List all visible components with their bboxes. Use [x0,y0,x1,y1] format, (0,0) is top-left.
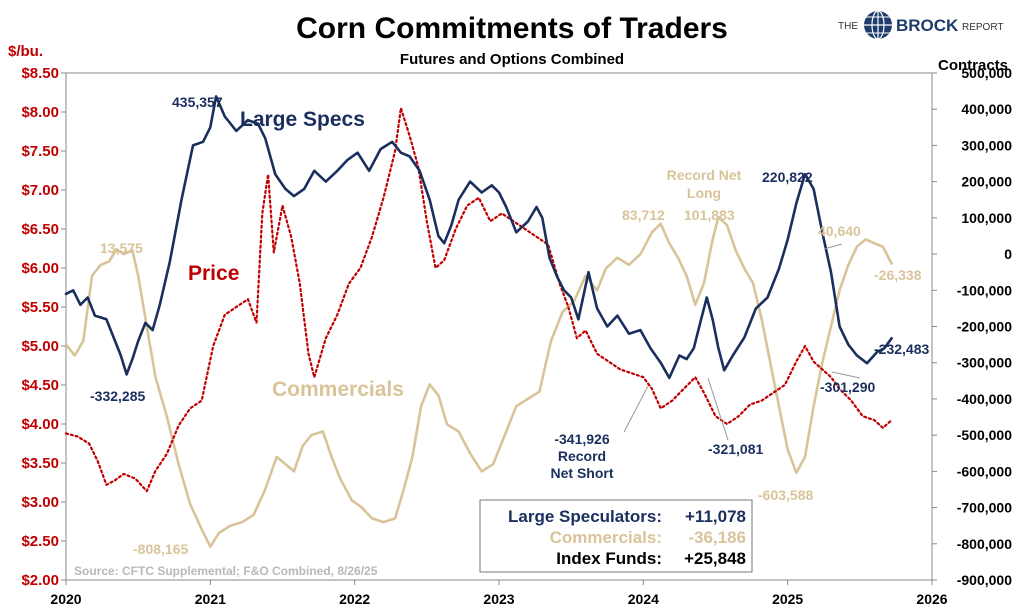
right-tick-label: 100,000 [961,210,1012,226]
right-tick-label: -500,000 [957,427,1012,443]
right-tick-label: -800,000 [957,536,1012,552]
source-note: Source: CFTC Supplemental; F&O Combined,… [74,564,378,578]
series-line-commercials [64,215,893,548]
right-tick-label: 400,000 [961,101,1012,117]
callout-line-321081 [707,377,729,441]
x-tick-label: 2020 [50,591,81,607]
series-layer [64,95,893,548]
right-tick-label: -200,000 [957,319,1012,335]
right-tick-label: 300,000 [961,137,1012,153]
left-axis-unit: $/bu. [8,43,43,60]
right-tick-label: -100,000 [957,282,1012,298]
left-tick-label: $6.00 [21,260,59,277]
brand-the: THE [838,21,858,32]
annotations: 435,357 -332,285 13,575 -808,165 -341,92… [90,94,929,557]
annotation-808165: -808,165 [133,541,188,557]
annotation-603588: -603,588 [758,487,813,503]
summary-value-index-funds: +25,848 [684,549,746,568]
annotation-record-short-2: Net Short [551,465,614,481]
annotation-83712: 83,712 [622,207,665,223]
annotation-232483: -232,483 [874,341,929,357]
left-tick-label: $7.00 [21,182,59,199]
series-line-price [64,107,893,493]
callout-lines [623,243,861,441]
summary-label-large-specs: Large Speculators: [508,507,662,526]
right-tick-label: 0 [1004,246,1012,262]
left-tick-label: $7.50 [21,143,59,160]
summary-value-commercials: -36,186 [688,528,746,547]
annotation-341926: -341,926 [554,431,609,447]
label-price: Price [188,262,239,285]
annotation-record-long-2: Long [687,185,721,201]
left-tick-label: $4.50 [21,377,59,394]
annotation-220822: 220,822 [762,169,813,185]
annotation-301290: -301,290 [820,379,875,395]
left-tick-label: $2.00 [21,572,59,589]
left-tick-label: $6.50 [21,221,59,238]
brand-logo: THE BROCK REPORT [838,10,1004,40]
brand-suffix: REPORT [962,22,1004,33]
x-tick-label: 2021 [195,591,226,607]
x-tick-label: 2024 [628,591,659,607]
left-tick-label: $5.00 [21,338,59,355]
right-tick-label: 500,000 [961,65,1012,81]
summary-box-frame [479,499,753,573]
x-tick-label: 2026 [916,591,947,607]
right-axis: 500,000 400,000 300,000 200,000 100,000 0 -100… [932,65,1012,588]
globe-icon [864,10,892,40]
annotation-40640: 40,640 [818,223,861,239]
right-axis-unit: Contracts [938,57,1008,74]
x-tick-label: 2025 [772,591,803,607]
right-tick-label: -900,000 [957,572,1012,588]
x-axis: 2020 2021 2022 2023 2024 2025 2026 [50,580,948,607]
x-tick-label: 2023 [483,591,514,607]
callout-line-301290 [831,371,861,379]
right-tick-label: -600,000 [957,463,1012,479]
callout-line-40640 [823,243,843,250]
summary-label-commercials: Commercials: [550,528,662,547]
annotation-101883: 101,883 [684,207,735,223]
series-line-large-specs [64,95,893,380]
label-commercials: Commercials [272,378,404,401]
left-tick-label: $3.00 [21,494,59,511]
chart-title: Corn Commitments of Traders [296,12,728,45]
right-tick-label: 200,000 [961,174,1012,190]
annotation-record-long-1: Record Net [667,167,742,183]
annotation-321081: -321,081 [708,441,763,457]
annotation-26338: -26,338 [874,267,922,283]
left-tick-label: $4.00 [21,416,59,433]
left-tick-label: $5.50 [21,299,59,316]
left-tick-label: $8.00 [21,104,59,121]
left-tick-label: $8.50 [21,65,59,82]
summary-label-index-funds: Index Funds: [556,549,662,568]
annotation-13575: 13,575 [100,240,143,256]
brand-name: BROCK [896,16,959,35]
summary-box: Large Speculators: +11,078 Commercials: … [479,499,753,573]
annotation-record-short-1: Record [558,448,606,464]
chart-subtitle: Futures and Options Combined [400,51,624,68]
right-tick-label: -300,000 [957,355,1012,371]
x-tick-label: 2022 [339,591,370,607]
right-tick-label: -700,000 [957,500,1012,516]
left-tick-label: $2.50 [21,533,59,550]
left-tick-label: $3.50 [21,455,59,472]
summary-value-large-specs: +11,078 [685,507,746,526]
annotation-435357: 435,357 [172,94,223,110]
callout-line-record-short [623,385,649,433]
annotation-332285: -332,285 [90,388,145,404]
label-large-specs: Large Specs [240,108,365,131]
left-axis: $8.50 $8.00 $7.50 $7.00 $6.50 $6.00 $5.50 $5.00… [21,65,66,589]
right-tick-label: -400,000 [957,391,1012,407]
